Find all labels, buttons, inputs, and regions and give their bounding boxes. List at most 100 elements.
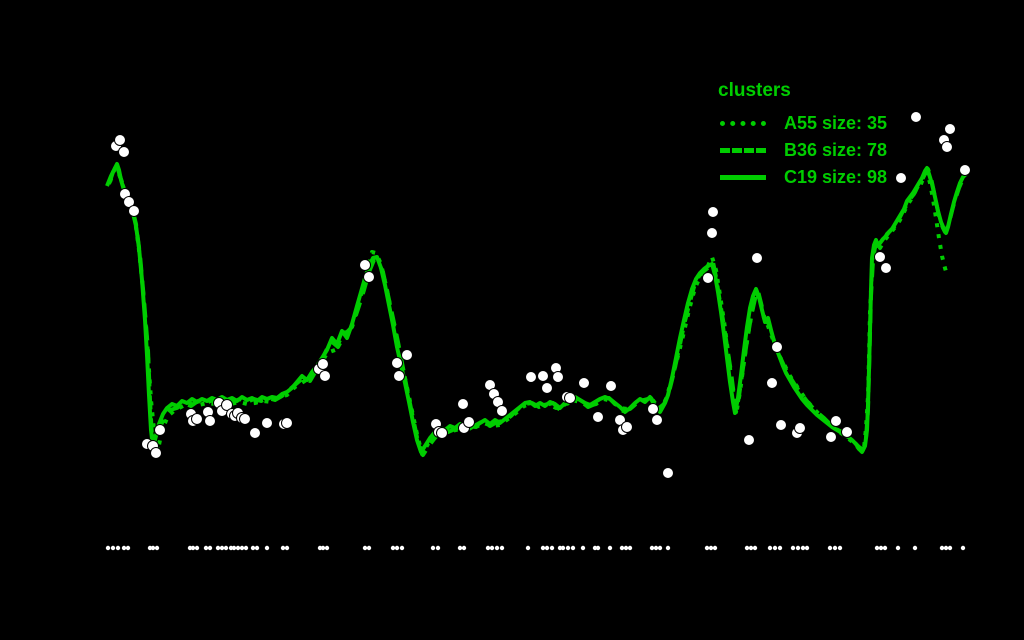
scatter-point (647, 403, 659, 415)
scatter-point (391, 357, 403, 369)
legend-entry-label: B36 size: 78 (784, 140, 888, 160)
rug-dot (194, 545, 200, 551)
rug-dot (580, 545, 586, 551)
scatter-point (359, 259, 371, 271)
scatter-point (128, 205, 140, 217)
rug-dot (748, 545, 754, 551)
rug-dot (772, 545, 778, 551)
rug-dot (284, 545, 290, 551)
rug-dot (435, 545, 441, 551)
rug-dot (489, 545, 495, 551)
rug-dot (250, 545, 256, 551)
dotted-line-sample-icon (720, 121, 766, 126)
rug-dot (461, 545, 467, 551)
rug-dot (125, 545, 131, 551)
scatter-point (578, 377, 590, 389)
scatter-point (662, 467, 674, 479)
rug-dot (150, 545, 156, 551)
scatter-point (751, 252, 763, 264)
scatter-point (910, 111, 922, 123)
scatter-point (880, 262, 892, 274)
scatter-point (239, 413, 251, 425)
rug-dot (939, 545, 945, 551)
scatter-point (552, 371, 564, 383)
rug-dot (190, 545, 196, 551)
rug-dot (264, 545, 270, 551)
rug-dot (280, 545, 286, 551)
scatter-point (651, 414, 663, 426)
rug-dot (837, 545, 843, 551)
scatter-point (436, 427, 448, 439)
rug-dot (231, 545, 237, 551)
rug-dot (649, 545, 655, 551)
rug-dot (895, 545, 901, 551)
rug-dot (399, 545, 405, 551)
dashed-line-sample-icon (720, 148, 766, 153)
scatter-point (114, 134, 126, 146)
rug-dot (219, 545, 225, 551)
legend-entry-a55: A55 size: 35 (716, 110, 887, 137)
rug-dot (752, 545, 758, 551)
rug-dot (499, 545, 505, 551)
scatter-point (261, 417, 273, 429)
scatter-point (249, 427, 261, 439)
scatter-point (944, 123, 956, 135)
scatter-point (895, 172, 907, 184)
legend-entry-label: A55 size: 35 (784, 113, 888, 133)
scatter-point (393, 370, 405, 382)
rug-dot (239, 545, 245, 551)
scatter-point (874, 251, 886, 263)
scatter-point (281, 417, 293, 429)
scatter-points (110, 111, 971, 479)
rug-dot (540, 545, 546, 551)
scatter-point (621, 421, 633, 433)
rug-dot (560, 545, 566, 551)
scatter-point (457, 398, 469, 410)
scatter-point (525, 371, 537, 383)
rug-dot (827, 545, 833, 551)
rug-dot (223, 545, 229, 551)
scatter-point (605, 380, 617, 392)
scatter-point (363, 271, 375, 283)
rug-dot (105, 545, 111, 551)
rug-dot (121, 545, 127, 551)
scatter-point (154, 424, 166, 436)
scatter-point (496, 405, 508, 417)
rug-dot (657, 545, 663, 551)
legend-entry-label: C19 size: 98 (784, 167, 888, 187)
rug-dot (777, 545, 783, 551)
scatter-point (766, 377, 778, 389)
scatter-point (401, 349, 413, 361)
rug-dot (362, 545, 368, 551)
rug-dot (832, 545, 838, 551)
scatter-point (707, 206, 719, 218)
rug-dot (874, 545, 880, 551)
rug-dot (203, 545, 209, 551)
scatter-point (702, 272, 714, 284)
scatter-point (825, 431, 837, 443)
scatter-point (537, 370, 549, 382)
scatter-point (191, 413, 203, 425)
scatter-point (743, 434, 755, 446)
scatter-point (319, 370, 331, 382)
legend-entry-b36: B36 size: 78 (716, 137, 887, 164)
rug-dot (607, 545, 613, 551)
rug-dot (623, 545, 629, 551)
scatter-point (794, 422, 806, 434)
rug-dot (665, 545, 671, 551)
legend-title: clusters (718, 80, 791, 101)
rug-dot (795, 545, 801, 551)
rug-dot (947, 545, 953, 551)
scatter-point (830, 415, 842, 427)
scatter-point (463, 416, 475, 428)
rug-dot (704, 545, 710, 551)
scatter-point (771, 341, 783, 353)
scatter-point (150, 447, 162, 459)
scatter-point (841, 426, 853, 438)
rug-dot (804, 545, 810, 551)
series-C19-line (105, 162, 968, 454)
rug-dot (595, 545, 601, 551)
rug-dot (960, 545, 966, 551)
rug-dot (235, 545, 241, 551)
